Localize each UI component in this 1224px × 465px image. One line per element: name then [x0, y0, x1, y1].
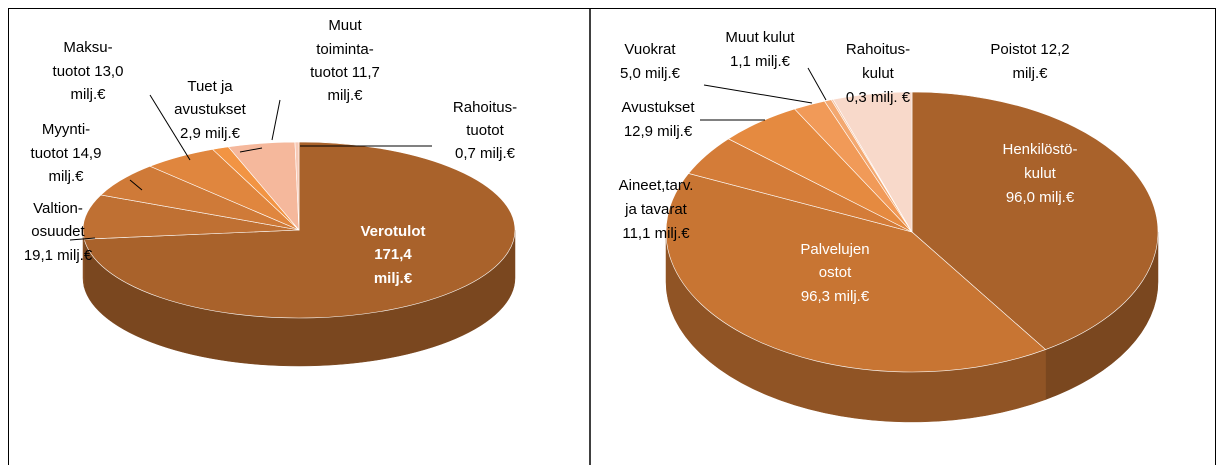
data-label: Valtion-: [33, 200, 83, 217]
data-label: Poistot 12,2: [990, 41, 1069, 58]
data-label: Muut: [328, 17, 362, 34]
leader-line: [149, 94, 191, 161]
data-label: milj.€: [1012, 65, 1048, 82]
data-label: toiminta-: [316, 41, 374, 58]
data-label: ja tavarat: [624, 201, 688, 218]
table-border: [8, 8, 1216, 465]
data-label: Palvelujen: [800, 241, 869, 258]
data-label: Tuet ja: [187, 78, 233, 95]
leader-line: [129, 179, 143, 191]
data-label: tuotot 14,9: [31, 145, 102, 162]
slice-top: [911, 91, 1159, 350]
data-label: 96,0 milj.€: [1006, 189, 1075, 206]
slice-top: [82, 194, 300, 240]
slice-top: [294, 141, 300, 231]
leader-line: [807, 67, 827, 101]
slice-top: [83, 141, 516, 319]
pie-slice: [832, 91, 913, 234]
data-label: Rahoitus-: [453, 99, 517, 116]
data-label: milj.€: [48, 168, 84, 185]
leader-line: [271, 99, 281, 141]
data-label: milj.€: [70, 86, 106, 103]
data-label: 0,7 milj.€: [455, 145, 516, 162]
data-label: 1,1 milj.€: [730, 53, 791, 70]
data-label: 5,0 milj.€: [620, 65, 681, 82]
data-label: tuotot 11,7: [310, 64, 380, 81]
data-label: Verotulot: [360, 223, 425, 240]
data-label: Vuokrat: [624, 41, 676, 58]
data-label: Henkilöstö-: [1002, 141, 1077, 158]
leader-line: [239, 147, 263, 153]
data-label: Myynti-: [42, 121, 90, 138]
data-label: Avustukset: [621, 99, 695, 116]
pie-slice: [911, 91, 1159, 400]
data-label: tuotot: [466, 122, 504, 139]
pie-slice: [294, 141, 300, 231]
data-label: Muut kulut: [725, 29, 795, 46]
data-label: Maksu-: [63, 39, 112, 56]
data-label: 12,9 milj.€: [624, 123, 693, 140]
data-label: milj.€: [327, 87, 363, 104]
data-label: kulut: [862, 65, 895, 82]
leader-line: [703, 84, 813, 104]
data-label: ostot: [819, 264, 852, 281]
data-label: 96,3 milj.€: [801, 288, 870, 305]
leader-line: [69, 237, 96, 241]
pie-slice: [665, 173, 1047, 423]
pie-slice: [82, 194, 300, 288]
data-label: Rahoitus-: [846, 41, 910, 58]
data-label: tuotot 13,0: [53, 63, 124, 80]
data-label: Aineet,tarv.: [619, 177, 694, 194]
data-label: avustukset: [174, 101, 247, 118]
data-label: 19,1 milj.€: [24, 247, 93, 264]
slice-top: [832, 91, 913, 234]
data-label: milj.€: [374, 270, 413, 287]
data-label: 0,3 milj. €: [846, 89, 911, 106]
data-label: kulut: [1024, 165, 1057, 182]
slice-top: [665, 173, 1047, 373]
data-label: 171,4: [374, 246, 412, 263]
data-label: 11,1 milj.€: [622, 225, 690, 242]
data-label: 2,9 milj.€: [180, 125, 241, 142]
data-label: osuudet: [31, 223, 85, 240]
